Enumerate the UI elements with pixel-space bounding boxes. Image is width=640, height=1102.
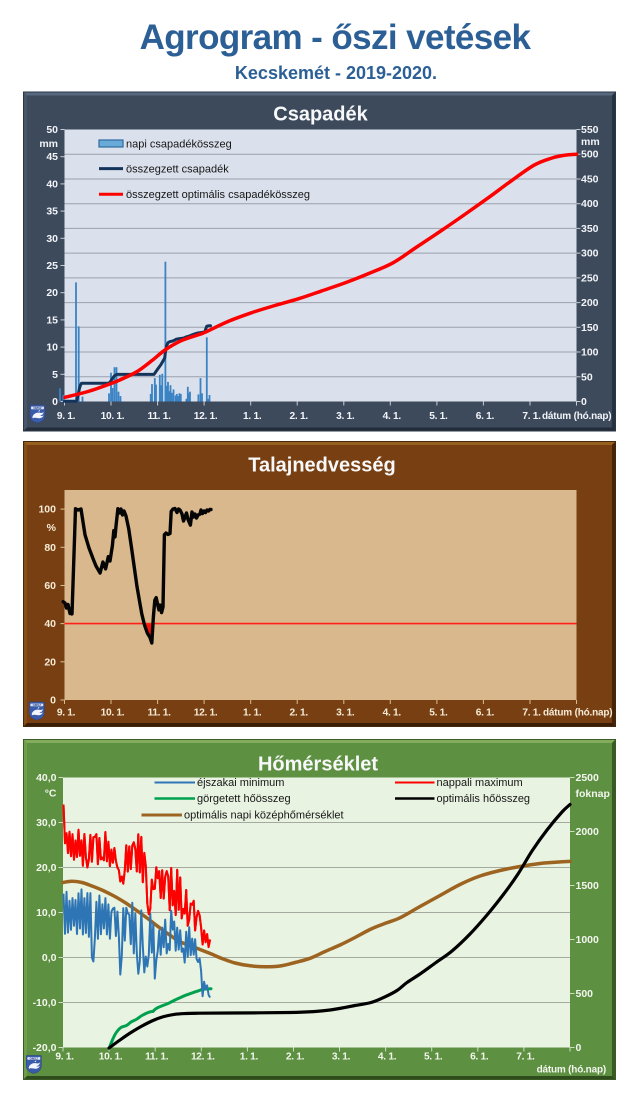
svg-text:Hőmérséklet: Hőmérséklet [258,754,378,776]
svg-text:Csapadék: Csapadék [273,104,368,126]
svg-text:2000: 2000 [576,826,600,838]
svg-text:11. 1.: 11. 1. [148,411,172,422]
svg-text:mm: mm [581,136,600,148]
svg-text:9. 1.: 9. 1. [55,1052,74,1063]
svg-text:1000: 1000 [576,934,600,946]
svg-text:3. 1.: 3. 1. [336,411,355,422]
svg-text:Talajnedvesség: Talajnedvesség [248,455,395,477]
svg-text:napi csapadékösszeg: napi csapadékösszeg [126,138,232,150]
svg-text:5: 5 [52,369,58,381]
svg-text:3. 1.: 3. 1. [336,708,355,719]
svg-text:500: 500 [576,988,594,1000]
svg-text:görgetett hőösszeg: görgetett hőösszeg [197,793,291,805]
svg-text:0,0: 0,0 [42,952,57,964]
svg-text:1. 1.: 1. 1. [240,1052,259,1063]
svg-text:optimális napi középhőmérsékle: optimális napi középhőmérséklet [184,810,344,822]
svg-text:12. 1.: 12. 1. [194,708,218,719]
svg-text:100: 100 [38,504,56,516]
svg-text:%: % [47,522,57,534]
svg-text:100: 100 [581,347,599,359]
svg-text:40: 40 [46,178,58,190]
svg-text:25: 25 [46,260,58,272]
svg-text:10. 1.: 10. 1. [101,708,125,719]
svg-text:dátum (hó.nap): dátum (hó.nap) [537,1065,606,1076]
svg-text:nappali maximum: nappali maximum [437,777,523,789]
svg-text:OMSZ: OMSZ [33,406,42,410]
svg-text:mm: mm [39,138,58,150]
svg-text:7. 1.: 7. 1. [522,708,541,719]
svg-text:30,0: 30,0 [36,817,57,829]
svg-text:10,0: 10,0 [36,907,57,919]
svg-text:összegzett optimális csapadékö: összegzett optimális csapadékösszeg [126,189,310,201]
svg-text:OMSZ: OMSZ [33,703,42,707]
svg-text:optimális hőösszeg: optimális hőösszeg [437,793,531,805]
svg-text:450: 450 [581,174,599,186]
svg-text:250: 250 [581,272,599,284]
svg-text:30: 30 [46,233,58,245]
svg-text:150: 150 [581,322,599,334]
svg-text:6. 1.: 6. 1. [470,1052,489,1063]
svg-text:10: 10 [46,342,58,354]
svg-text:2. 1.: 2. 1. [290,708,309,719]
svg-text:10. 1.: 10. 1. [101,411,125,422]
svg-text:60: 60 [44,580,56,592]
svg-text:300: 300 [581,248,599,260]
svg-text:2. 1.: 2. 1. [286,1052,305,1063]
svg-text:-20,0: -20,0 [33,1042,57,1054]
svg-text:5. 1.: 5. 1. [424,1052,443,1063]
svg-text:foknap: foknap [576,788,610,800]
svg-text:20,0: 20,0 [36,862,57,874]
svg-text:5. 1.: 5. 1. [429,411,448,422]
svg-text:9. 1.: 9. 1. [57,411,76,422]
svg-text:1500: 1500 [576,880,600,892]
svg-text:0: 0 [576,1042,582,1054]
svg-text:550: 550 [581,124,599,136]
svg-text:-10,0: -10,0 [33,997,57,1009]
svg-text:6. 1.: 6. 1. [476,411,495,422]
svg-text:35: 35 [46,206,58,218]
svg-text:45: 45 [46,151,58,163]
svg-text:3. 1.: 3. 1. [332,1052,351,1063]
svg-text:20: 20 [46,287,58,299]
svg-text:12. 1.: 12. 1. [194,411,218,422]
svg-text:4. 1.: 4. 1. [378,1052,397,1063]
svg-text:2. 1.: 2. 1. [290,411,309,422]
svg-text:1. 1.: 1. 1. [243,411,262,422]
svg-text:11. 1.: 11. 1. [148,708,172,719]
svg-text:400: 400 [581,198,599,210]
svg-text:éjszakai minimum: éjszakai minimum [197,777,284,789]
svg-text:11. 1.: 11. 1. [145,1052,169,1063]
svg-text:5. 1.: 5. 1. [429,708,448,719]
svg-text:0: 0 [581,396,587,408]
svg-text:°C: °C [45,788,57,800]
svg-text:50: 50 [46,124,58,136]
svg-text:40: 40 [44,618,56,630]
svg-text:4. 1.: 4. 1. [383,411,402,422]
svg-text:50: 50 [581,371,593,383]
svg-text:dátum (hó.nap): dátum (hó.nap) [543,708,612,719]
svg-text:40,0: 40,0 [36,772,57,784]
svg-text:20: 20 [44,656,56,668]
svg-text:2500: 2500 [576,772,600,784]
svg-text:350: 350 [581,223,599,235]
svg-text:200: 200 [581,297,599,309]
svg-text:7. 1.: 7. 1. [522,411,541,422]
svg-text:15: 15 [46,314,58,326]
svg-text:6. 1.: 6. 1. [476,708,495,719]
svg-text:0: 0 [50,695,56,707]
svg-text:4. 1.: 4. 1. [383,708,402,719]
svg-text:0: 0 [52,396,58,408]
svg-text:összegzett csapadék: összegzett csapadék [126,163,229,175]
svg-text:10. 1.: 10. 1. [99,1052,123,1063]
svg-text:500: 500 [581,149,599,161]
svg-text:7. 1.: 7. 1. [516,1052,535,1063]
svg-text:1. 1.: 1. 1. [243,708,262,719]
svg-text:OMSZ: OMSZ [30,1056,39,1060]
svg-text:80: 80 [44,542,56,554]
svg-text:9. 1.: 9. 1. [57,708,76,719]
svg-text:12. 1.: 12. 1. [191,1052,215,1063]
svg-text:dátum (hó.nap): dátum (hó.nap) [542,411,611,422]
